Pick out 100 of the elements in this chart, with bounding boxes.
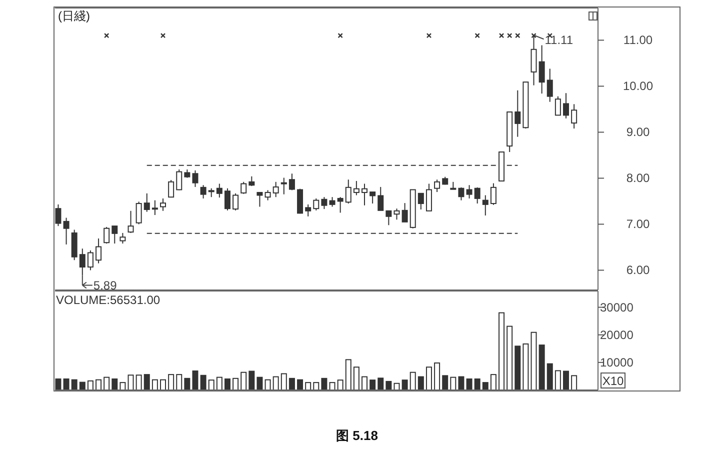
chart-title: (日綫) [58,9,90,23]
candlestick [288,173,295,191]
bar [337,380,344,390]
candlestick [434,179,440,193]
candlestick [87,250,94,271]
candlestick [337,196,344,214]
candlestick [402,202,408,222]
candlestick [136,201,142,225]
candlestick [386,210,392,226]
candlestick [71,229,78,261]
bar [362,376,368,390]
bar [176,374,182,390]
candlestick [482,194,488,216]
candlestick [168,180,174,198]
candlestick [571,104,578,130]
bar [418,376,424,390]
bar [87,380,94,390]
candlestick [554,96,561,116]
bar [240,372,247,390]
candlestick [152,200,158,216]
annotation: VOLUME:56531.00 [56,293,160,307]
y-tick-label: 9.00 [626,125,650,140]
bar [554,370,561,390]
y-tick-label: 11.00 [623,33,653,48]
bar [386,380,392,390]
y-tick-label: 30000 [600,300,634,314]
annotation: 5.89 [93,278,118,292]
bar [144,374,150,390]
bar [264,379,271,390]
candlestick [321,196,328,210]
bar [571,375,578,390]
y-tick-label: 8.00 [626,171,650,186]
candlestick [224,188,230,211]
bar [345,359,352,390]
bar [466,378,472,390]
candlestick [345,179,352,204]
caption: 图 5.18 [336,428,378,443]
bar [321,378,328,390]
bar [184,378,190,390]
candlestick [466,184,472,199]
candlestick [256,192,263,208]
candlestick [538,44,545,94]
candlestick [112,226,118,244]
bar [434,362,440,390]
bar [120,382,126,390]
bar [490,374,496,390]
candlestick [378,186,384,211]
candlestick [563,92,569,119]
candlestick [370,192,376,204]
candlestick [160,198,166,212]
bar [522,343,529,390]
bar [216,376,222,390]
candlestick [418,192,424,210]
y-tick-label: 6.00 [626,263,650,278]
candlestick [546,68,553,102]
bar [402,380,408,390]
bar [305,382,312,390]
bar [63,378,70,390]
candlestick [272,181,279,198]
bar [474,378,480,390]
bar [104,376,110,390]
bar [450,376,456,390]
candlestick [120,232,126,244]
bar [248,370,255,390]
candlestick [362,183,368,206]
candlestick [96,238,102,264]
bar [530,332,537,390]
bar [506,326,513,390]
candlestick [394,208,400,220]
bar [256,376,263,390]
candlestick [200,184,206,199]
bar [482,382,488,390]
candlestick [192,170,198,188]
y-tick-label: 10.00 [622,79,654,94]
text: X10 [602,374,624,388]
candlestick [474,186,480,204]
bar [272,376,279,390]
candlestick [490,182,496,206]
candlestick [313,198,320,211]
y-tick-label: 20000 [600,328,634,342]
bar [152,379,158,390]
bar [208,380,214,390]
bar [128,374,134,390]
candlestick [353,180,360,196]
bar [498,312,505,390]
bar [313,382,320,390]
y-tick-label: 7.00 [626,217,650,232]
bar [442,375,448,390]
bar [136,374,142,390]
bar [353,366,360,390]
candlestick [426,183,432,212]
annotation: 11.11 [544,33,574,48]
candlestick [104,226,110,244]
bar [280,373,287,390]
candlestick [530,34,537,86]
bar [514,346,521,390]
candlestick [232,192,239,211]
candlestick [144,192,150,212]
candlestick [280,177,287,195]
bar [224,378,230,390]
